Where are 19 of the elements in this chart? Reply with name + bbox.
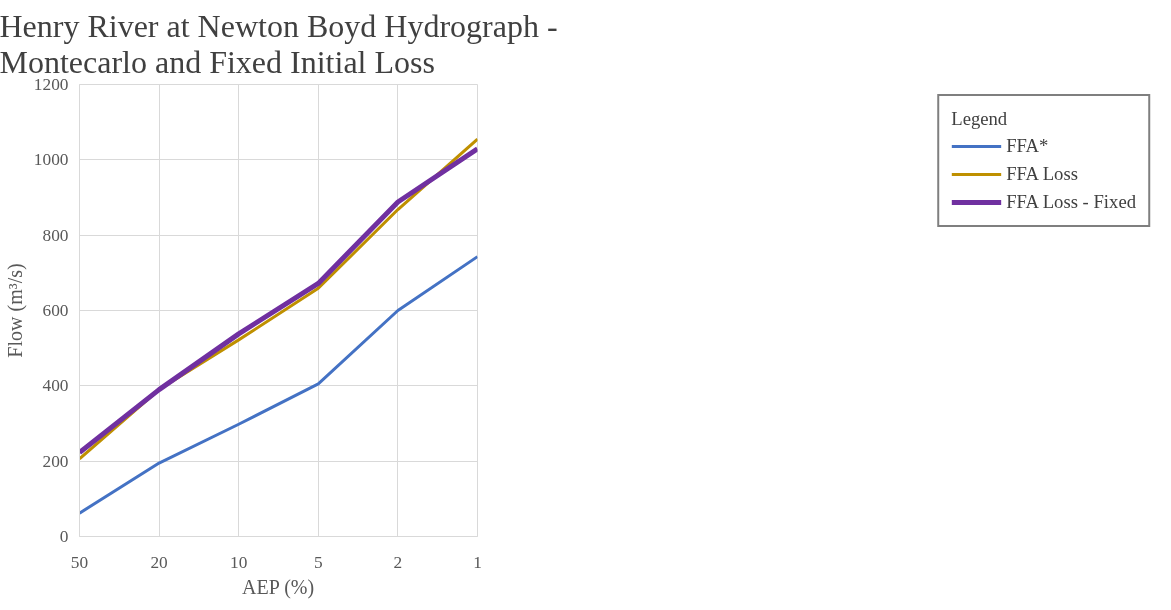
- legend-label: FFA Loss - Fixed: [1006, 191, 1136, 213]
- x-tick-label: 50: [70, 552, 89, 572]
- legend-label: FFA*: [1006, 135, 1049, 157]
- x-tick-label: 10: [230, 552, 248, 572]
- y-tick-label: 400: [42, 376, 69, 396]
- x-tick-label: 1: [473, 552, 482, 572]
- x-tick-label: 2: [393, 552, 403, 572]
- legend-label: FFA Loss: [1006, 163, 1078, 185]
- x-tick-label: 5: [313, 552, 323, 572]
- x-axis-title: AEP (%): [242, 575, 315, 599]
- x-tick-label: 20: [150, 552, 168, 572]
- y-tick-label: 200: [42, 451, 69, 471]
- y-tick-label: 0: [59, 527, 69, 546]
- y-axis-title: Flow (m³/s): [3, 263, 27, 358]
- legend-title: Legend: [951, 108, 1009, 130]
- y-tick-label: 800: [42, 225, 69, 245]
- y-tick-label: 1000: [33, 150, 69, 170]
- y-tick-label: 600: [42, 301, 69, 320]
- line-series: [79, 255, 478, 515]
